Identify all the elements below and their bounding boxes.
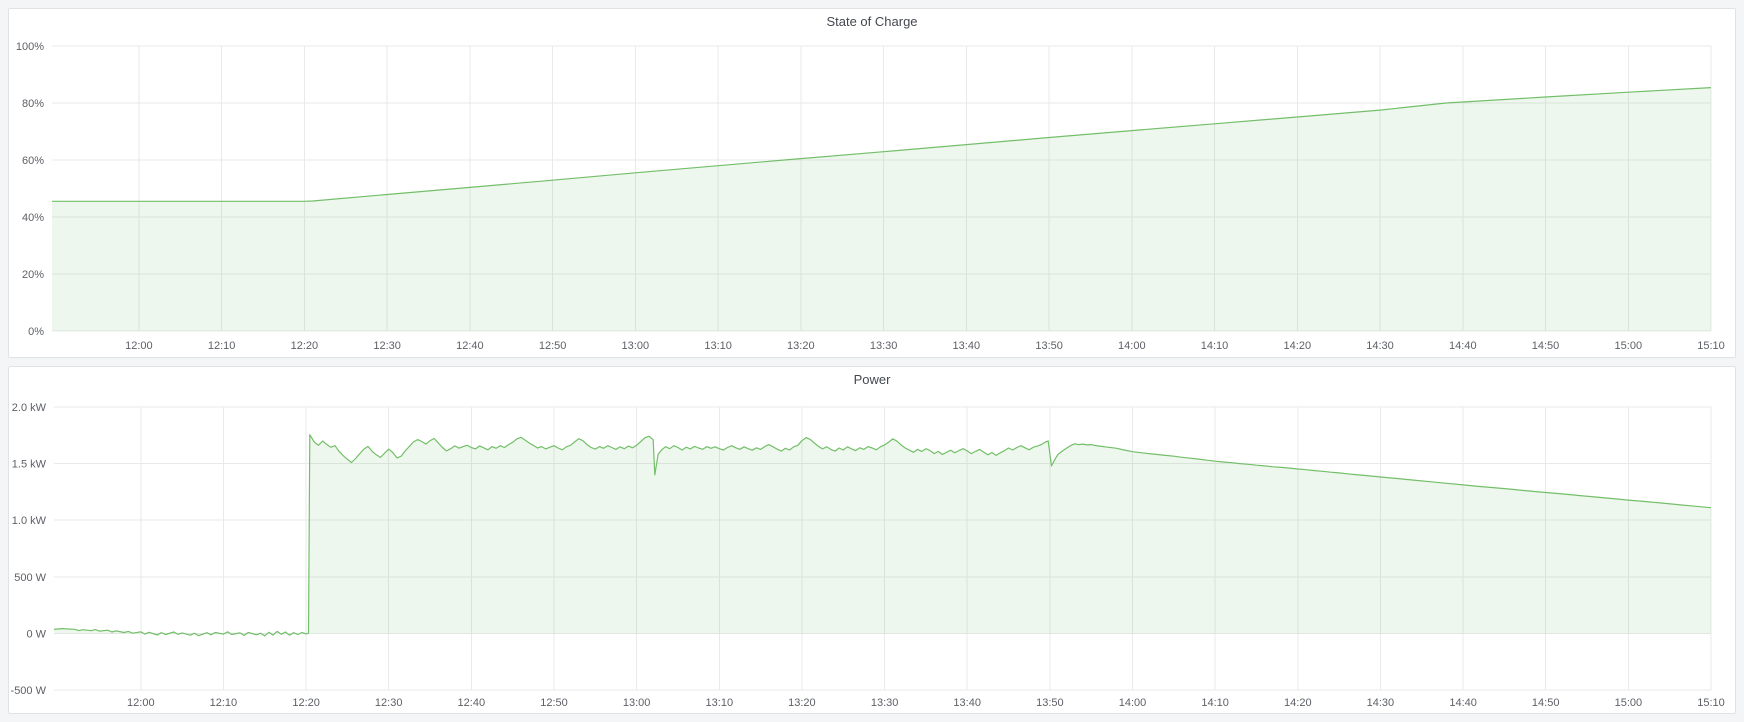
svg-text:14:20: 14:20: [1284, 340, 1312, 352]
svg-text:14:10: 14:10: [1201, 340, 1229, 352]
svg-text:12:40: 12:40: [458, 697, 486, 709]
svg-text:2.0 kW: 2.0 kW: [12, 402, 47, 414]
svg-text:15:00: 15:00: [1615, 340, 1643, 352]
svg-text:14:00: 14:00: [1118, 340, 1146, 352]
svg-text:14:50: 14:50: [1532, 340, 1560, 352]
svg-text:14:30: 14:30: [1366, 340, 1394, 352]
svg-text:500 W: 500 W: [14, 572, 46, 584]
svg-text:14:40: 14:40: [1449, 340, 1477, 352]
svg-text:13:40: 13:40: [953, 697, 981, 709]
panel-title-state-of-charge[interactable]: State of Charge: [826, 14, 918, 29]
svg-text:-500 W: -500 W: [11, 685, 47, 697]
panel-power: Power -500 W 0 W 500 W 1.0 kW 1.5 kW 2.0 kW 12…: [8, 366, 1736, 714]
svg-text:13:30: 13:30: [870, 340, 898, 352]
svg-text:12:10: 12:10: [210, 697, 238, 709]
svg-text:12:10: 12:10: [208, 340, 236, 352]
svg-text:13:00: 13:00: [623, 697, 651, 709]
state-of-charge-plot[interactable]: 0% 20% 40% 60% 80% 100% 12:00 12:10 12:20 12:30 12…: [9, 9, 1735, 357]
svg-text:12:40: 12:40: [456, 340, 484, 352]
svg-text:12:20: 12:20: [292, 697, 320, 709]
svg-text:15:10: 15:10: [1697, 697, 1725, 709]
svg-text:14:40: 14:40: [1449, 697, 1477, 709]
svg-text:12:30: 12:30: [375, 697, 403, 709]
svg-text:13:50: 13:50: [1035, 340, 1063, 352]
svg-text:100%: 100%: [16, 41, 44, 53]
panel-title-power[interactable]: Power: [853, 372, 891, 387]
svg-text:13:10: 13:10: [704, 340, 732, 352]
svg-text:13:50: 13:50: [1036, 697, 1064, 709]
svg-text:12:50: 12:50: [540, 697, 568, 709]
svg-text:13:30: 13:30: [871, 697, 899, 709]
svg-text:15:10: 15:10: [1697, 340, 1725, 352]
svg-text:12:00: 12:00: [127, 697, 155, 709]
svg-text:14:20: 14:20: [1284, 697, 1312, 709]
svg-text:12:50: 12:50: [539, 340, 567, 352]
svg-text:1.0 kW: 1.0 kW: [12, 515, 47, 527]
svg-text:0 W: 0 W: [26, 628, 46, 640]
svg-text:14:00: 14:00: [1119, 697, 1147, 709]
svg-text:13:10: 13:10: [706, 697, 734, 709]
svg-text:12:30: 12:30: [373, 340, 401, 352]
svg-text:15:00: 15:00: [1615, 697, 1643, 709]
svg-text:13:40: 13:40: [953, 340, 981, 352]
svg-text:14:50: 14:50: [1532, 697, 1560, 709]
power-plot[interactable]: -500 W 0 W 500 W 1.0 kW 1.5 kW 2.0 kW 12:00 12:…: [9, 367, 1735, 713]
svg-text:80%: 80%: [22, 98, 44, 110]
svg-text:13:20: 13:20: [787, 340, 815, 352]
svg-text:12:00: 12:00: [125, 340, 153, 352]
svg-text:14:10: 14:10: [1201, 697, 1229, 709]
svg-text:0%: 0%: [28, 326, 44, 338]
panel-state-of-charge: State of Charge 0% 20% 40% 60% 80% 100% 12:00 1…: [8, 8, 1736, 358]
svg-text:20%: 20%: [22, 269, 44, 281]
svg-text:14:30: 14:30: [1367, 697, 1395, 709]
svg-text:40%: 40%: [22, 212, 44, 224]
svg-text:60%: 60%: [22, 155, 44, 167]
svg-text:13:20: 13:20: [788, 697, 816, 709]
svg-text:13:00: 13:00: [622, 340, 650, 352]
svg-text:12:20: 12:20: [291, 340, 319, 352]
svg-text:1.5 kW: 1.5 kW: [12, 459, 47, 471]
